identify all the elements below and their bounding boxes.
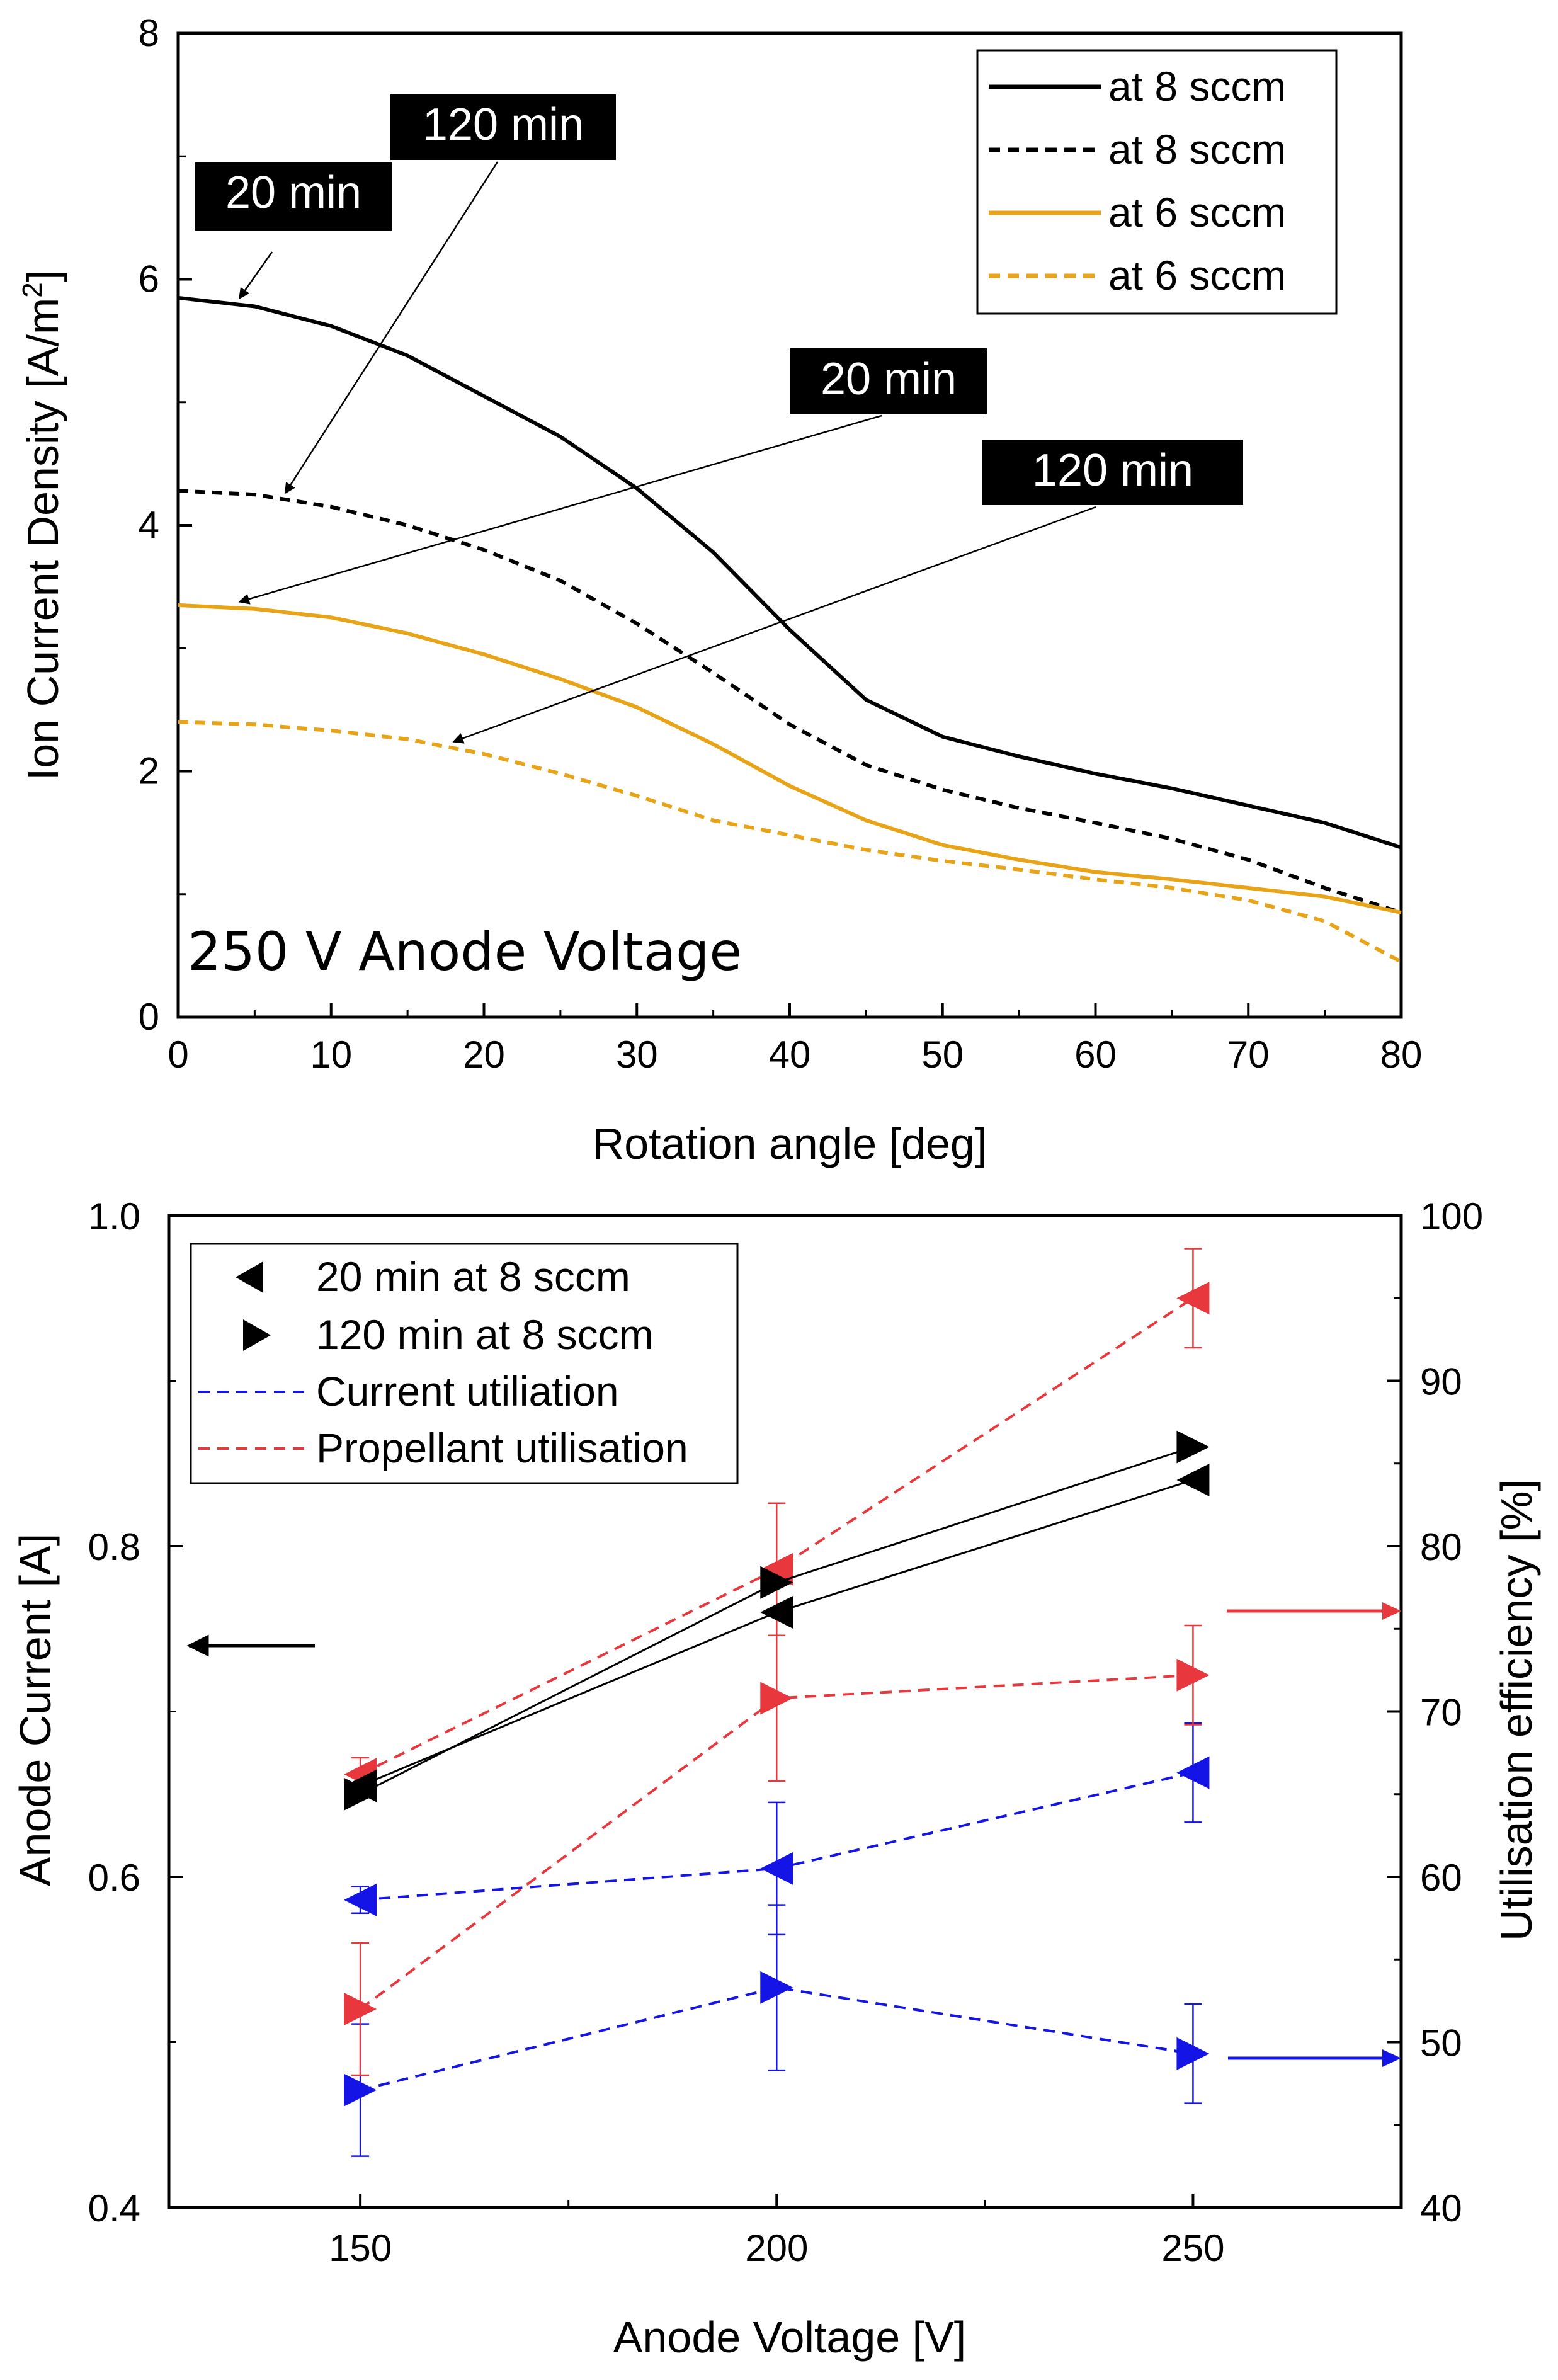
anode-current-marker [760,1566,793,1599]
legend-label-20min: 20 min at 8 sccm [316,1253,630,1300]
current-utilisation-line [360,1986,1193,2092]
legend-label-120min: 120 min at 8 sccm [316,1311,654,1358]
current-utilisation-marker [1176,2037,1210,2070]
bottom-x-tick-label: 250 [1161,2227,1224,2269]
anode-current-marker [1176,1430,1210,1464]
top-y-axis-title: Ion Current Density [A/m2] [17,270,67,780]
bottom-right-y-tick-label: 90 [1420,1361,1462,1403]
legend-label-current-utilisation: Current utiliation [316,1368,619,1415]
callout-label-text: 20 min [821,354,957,404]
bottom-x-axis-title: Anode Voltage [V] [613,2313,966,2362]
top-legend-box [976,49,1338,315]
current-utilisation-marker [344,2073,377,2107]
top-x-tick-label: 60 [1074,1033,1117,1076]
callout-label-text: 120 min [423,100,584,150]
top-axis-ticks: 0 10 20 30 40 50 60 70 80 0 2 4 6 8 [139,12,1423,1076]
series-line-orange-solid [178,603,1402,914]
current-utilisation-marker [1176,1756,1210,1789]
callout-label-box [982,440,1243,505]
legend-marker-right-triangle [243,1319,271,1351]
bottom-x-tick-label: 150 [329,2227,392,2269]
top-y-tick-label: 4 [139,504,159,546]
series-line-orange-dashed [178,720,1402,964]
top-callouts-group: 20 min 120 min 20 min 120 min [195,94,1243,744]
series-line-black-solid [178,295,1402,850]
callout-arrow [284,161,499,494]
callout-label-box [390,94,616,160]
propellant-utilisation-marker [760,1552,793,1586]
legend-marker-left-triangle [236,1261,263,1293]
propellant-utilisation-marker [1176,1282,1210,1315]
callout-label-box [195,162,392,231]
anode-voltage-inset-label: 250 V Anode Voltage [188,921,742,982]
bottom-legend-box [190,1243,739,1484]
bottom-right-y-tick-label: 80 [1420,1526,1462,1568]
bottom-left-y-tick-label: 1.0 [88,1195,140,1238]
current-utilisation-marker [760,1971,793,2004]
bottom-right-y-tick-label: 60 [1420,1857,1462,1899]
top-x-tick-label: 40 [769,1033,811,1076]
anode-current-marker [1176,1464,1210,1496]
bottom-right-y-tick-label: 70 [1420,1692,1462,1734]
bottom-series-group [344,1248,1210,2157]
top-y-tick-label: 0 [139,996,159,1038]
top-y-tick-label: 6 [139,258,159,300]
top-legend: at 8 sccm at 8 sccm at 6 sccm at 6 sccm [976,49,1338,315]
top-y-tick-label: 2 [139,750,159,792]
anode-current-utilisation-chart: 150 200 250 0.4 0.6 0.8 1.0 40 50 60 70 80 90 100 20 … [11,1195,1541,2362]
bottom-left-y-axis-title: Anode Current [A] [11,1534,60,1886]
top-y-axis-title-superscript: 2 [17,282,48,297]
top-series-group [178,295,1402,964]
bottom-left-y-tick-label: 0.6 [88,1857,140,1899]
callout-arrow [452,506,1096,744]
bottom-axis-ticks: 150 200 250 0.4 0.6 0.8 1.0 40 50 60 70 80 90 100 [88,1195,1484,2269]
top-x-axis-title: Rotation angle [deg] [593,1119,987,1168]
bottom-left-y-tick-label: 0.4 [88,2187,140,2229]
top-x-tick-label: 0 [168,1033,188,1076]
callout-arrow [239,251,273,300]
current-utilisation-marker [344,1883,377,1916]
propellant-utilisation-marker [344,1993,377,2025]
bottom-legend: 20 min at 8 sccm 120 min at 8 sccm Curre… [190,1243,739,1484]
bottom-right-y-axis-title: Utilisation efficiency [%] [1492,1479,1541,1941]
anode-current-marker [760,1596,793,1629]
legend-label-propellant-utilisation: Propellant utilisation [316,1425,688,1471]
current-utilisation-marker [760,1852,793,1885]
callout-arrow [238,414,882,605]
callout-label-text: 120 min [1032,445,1193,496]
bottom-left-y-tick-label: 0.8 [88,1526,140,1568]
bottom-right-y-tick-label: 40 [1420,2187,1462,2229]
bottom-right-y-tick-label: 100 [1420,1195,1483,1238]
top-x-tick-label: 20 [463,1033,505,1076]
top-y-axis-title-main: Ion Current Density [A/m [18,298,67,780]
anode-current-marker [344,1777,377,1811]
top-y-axis-title-close: ] [18,270,67,282]
top-x-tick-label: 70 [1227,1033,1270,1076]
top-x-tick-label: 30 [616,1033,658,1076]
series-line-black-dashed [178,489,1402,914]
top-x-tick-label: 10 [310,1033,352,1076]
top-x-tick-label: 50 [921,1033,964,1076]
bottom-x-tick-label: 200 [745,2227,808,2269]
legend-label-6sccm-solid: at 6 sccm [1108,189,1286,236]
legend-label-6sccm-dashed: at 6 sccm [1108,252,1286,299]
callout-label-text: 20 min [225,168,361,218]
legend-label-8sccm-dashed: at 8 sccm [1108,126,1286,173]
right-axis-indicator-arrowhead-blue [1382,2049,1401,2067]
propellant-utilisation-marker [760,1682,793,1715]
legend-label-8sccm-solid: at 8 sccm [1108,63,1286,110]
right-axis-indicator-arrowhead-red [1382,1602,1401,1620]
bottom-right-y-tick-label: 50 [1420,2022,1462,2064]
callout-label-box [790,348,987,414]
top-x-tick-label: 80 [1380,1033,1423,1076]
top-y-tick-label: 8 [139,12,159,54]
propellant-utilisation-marker [1176,1658,1210,1692]
